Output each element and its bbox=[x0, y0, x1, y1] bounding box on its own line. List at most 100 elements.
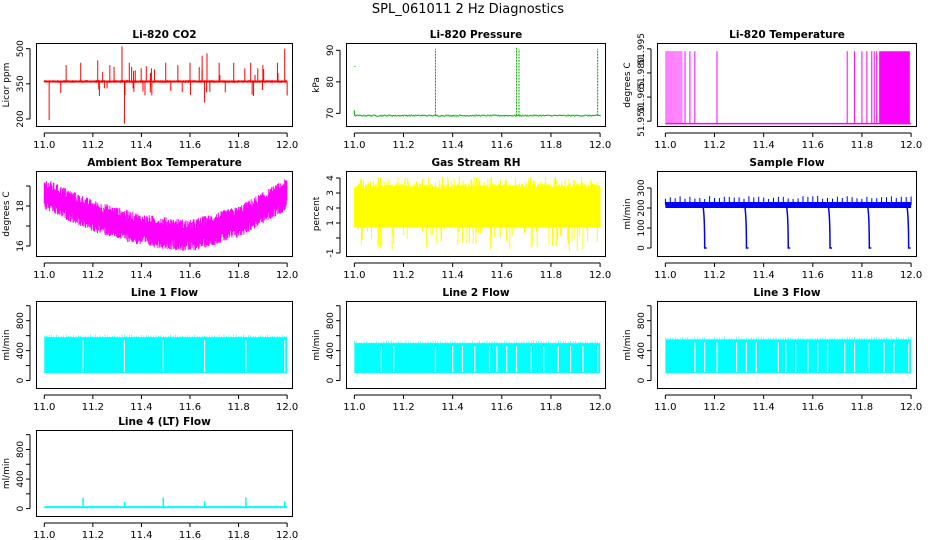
series-line bbox=[43, 46, 288, 124]
plot-frame bbox=[36, 430, 293, 517]
x-tick-label: 11.4 bbox=[130, 270, 152, 281]
x-tick-label: 11.8 bbox=[540, 270, 562, 281]
y-tick-label: 51.980 bbox=[637, 57, 647, 89]
x-tick-label: 11.8 bbox=[540, 140, 562, 151]
plot-frame bbox=[346, 171, 606, 257]
plot-frame bbox=[36, 171, 293, 257]
x-tick-label: 11.6 bbox=[802, 140, 824, 151]
x-tick-label: 11.4 bbox=[130, 140, 152, 151]
x-tick-label: 11.6 bbox=[491, 402, 513, 413]
dip-mark bbox=[905, 204, 911, 249]
x-tick-label: 11.6 bbox=[179, 530, 201, 540]
series-line bbox=[664, 196, 912, 249]
x-tick-label: 11.2 bbox=[703, 402, 725, 413]
series-line bbox=[44, 497, 288, 509]
x-tick-label: 11.4 bbox=[442, 270, 464, 281]
x-tick-label: 11.2 bbox=[82, 402, 104, 413]
y-tick-label: 0 bbox=[16, 505, 26, 511]
x-tick-label: 11.4 bbox=[130, 402, 152, 413]
dip-mark bbox=[701, 204, 707, 249]
y-tick-label: 200 bbox=[637, 199, 647, 216]
x-tick-label: 12.0 bbox=[276, 530, 298, 540]
series-line bbox=[353, 176, 601, 252]
chart-title: Li-820 CO2 bbox=[132, 29, 196, 41]
plot-frame bbox=[657, 43, 917, 127]
y-tick-label: 80 bbox=[326, 76, 336, 88]
plot-frame bbox=[36, 301, 293, 389]
x-tick-label: 11.2 bbox=[703, 140, 725, 151]
x-tick-label: 12.0 bbox=[900, 402, 922, 413]
dip-mark bbox=[827, 204, 832, 249]
y-axis-label: ml/min bbox=[623, 329, 633, 360]
chart-title: Line 3 Flow bbox=[753, 287, 820, 299]
y-tick-label: 800 bbox=[16, 312, 26, 329]
x-tick-label: 11.4 bbox=[753, 270, 775, 281]
y-tick-label: 400 bbox=[326, 342, 336, 359]
y-tick-label: 0 bbox=[16, 377, 26, 383]
x-tick-label: 11.4 bbox=[753, 402, 775, 413]
y-tick-label: 51.995 bbox=[637, 33, 647, 65]
x-tick-label: 12.0 bbox=[900, 270, 922, 281]
chart-panel: Line 1 Flow 11.0 11.2 11.4 11.6 11.8 12.0 0 400 8… bbox=[2, 287, 298, 413]
y-axis-label: percent bbox=[312, 196, 322, 231]
y-tick-label: 500 bbox=[16, 40, 26, 57]
plot-frame bbox=[36, 43, 293, 127]
chart-title: Line 2 Flow bbox=[442, 287, 509, 299]
x-tick-label: 11.6 bbox=[802, 270, 824, 281]
x-tick-label: 11.2 bbox=[392, 402, 414, 413]
chart-title: Li-820 Pressure bbox=[430, 29, 523, 41]
x-tick-label: 11.6 bbox=[179, 270, 201, 281]
chart-title: Line 4 (LT) Flow bbox=[118, 416, 211, 428]
chart-panel: Line 3 Flow 11.0 11.2 11.4 11.6 11.8 12.0 0 400 8… bbox=[623, 287, 922, 413]
y-tick-label: 4 bbox=[326, 175, 336, 181]
x-tick-label: 11.4 bbox=[442, 402, 464, 413]
y-tick-label: 2 bbox=[326, 205, 336, 211]
chart-title: Sample Flow bbox=[749, 157, 824, 169]
y-tick-label: -1 bbox=[326, 249, 336, 258]
y-tick-label: 350 bbox=[16, 75, 26, 92]
x-tick-label: 11.0 bbox=[343, 402, 365, 413]
y-tick-label: 3 bbox=[326, 190, 336, 196]
x-tick-label: 11.0 bbox=[654, 270, 676, 281]
y-tick-label: 51.965 bbox=[637, 81, 647, 113]
x-tick-label: 12.0 bbox=[900, 140, 922, 151]
x-tick-label: 11.6 bbox=[491, 140, 513, 151]
y-tick-label: 800 bbox=[637, 312, 647, 329]
x-tick-label: 11.8 bbox=[851, 270, 873, 281]
x-tick-label: 11.2 bbox=[82, 530, 104, 540]
x-tick-label: 12.0 bbox=[276, 140, 298, 151]
x-tick-label: 11.2 bbox=[703, 270, 725, 281]
x-tick-label: 12.0 bbox=[589, 270, 611, 281]
x-tick-label: 11.8 bbox=[227, 270, 249, 281]
x-tick-label: 11.4 bbox=[442, 140, 464, 151]
x-tick-label: 11.2 bbox=[392, 270, 414, 281]
x-tick-label: 11.8 bbox=[540, 402, 562, 413]
x-tick-label: 12.0 bbox=[589, 402, 611, 413]
x-tick-label: 11.0 bbox=[654, 140, 676, 151]
x-tick-label: 11.0 bbox=[343, 270, 365, 281]
y-tick-label: 400 bbox=[16, 342, 26, 359]
y-axis-label: ml/min bbox=[312, 329, 322, 360]
y-axis-label: degrees C bbox=[2, 191, 12, 236]
y-tick-label: 0 bbox=[637, 377, 647, 383]
x-tick-label: 11.2 bbox=[82, 270, 104, 281]
x-tick-label: 11.8 bbox=[227, 402, 249, 413]
x-tick-label: 11.0 bbox=[33, 270, 55, 281]
x-tick-label: 11.8 bbox=[851, 140, 873, 151]
x-tick-label: 11.8 bbox=[227, 530, 249, 540]
page-title: SPL_061011 2 Hz Diagnostics bbox=[371, 2, 565, 17]
chart-title: Li-820 Temperature bbox=[729, 29, 845, 41]
series-line bbox=[353, 47, 601, 117]
x-tick-label: 11.2 bbox=[392, 140, 414, 151]
series-line bbox=[665, 336, 912, 374]
chart-panel: Line 2 Flow 11.0 11.2 11.4 11.6 11.8 12.0 0 400 8… bbox=[312, 287, 611, 413]
chart-title: Gas Stream RH bbox=[431, 157, 520, 169]
y-tick-label: 70 bbox=[326, 107, 336, 119]
x-tick-label: 11.8 bbox=[227, 140, 249, 151]
y-tick-label: 90 bbox=[326, 44, 336, 56]
series-line bbox=[43, 334, 288, 374]
y-tick-label: 200 bbox=[16, 110, 26, 127]
y-axis-label: degrees C bbox=[623, 62, 633, 107]
x-tick-label: 11.6 bbox=[491, 270, 513, 281]
